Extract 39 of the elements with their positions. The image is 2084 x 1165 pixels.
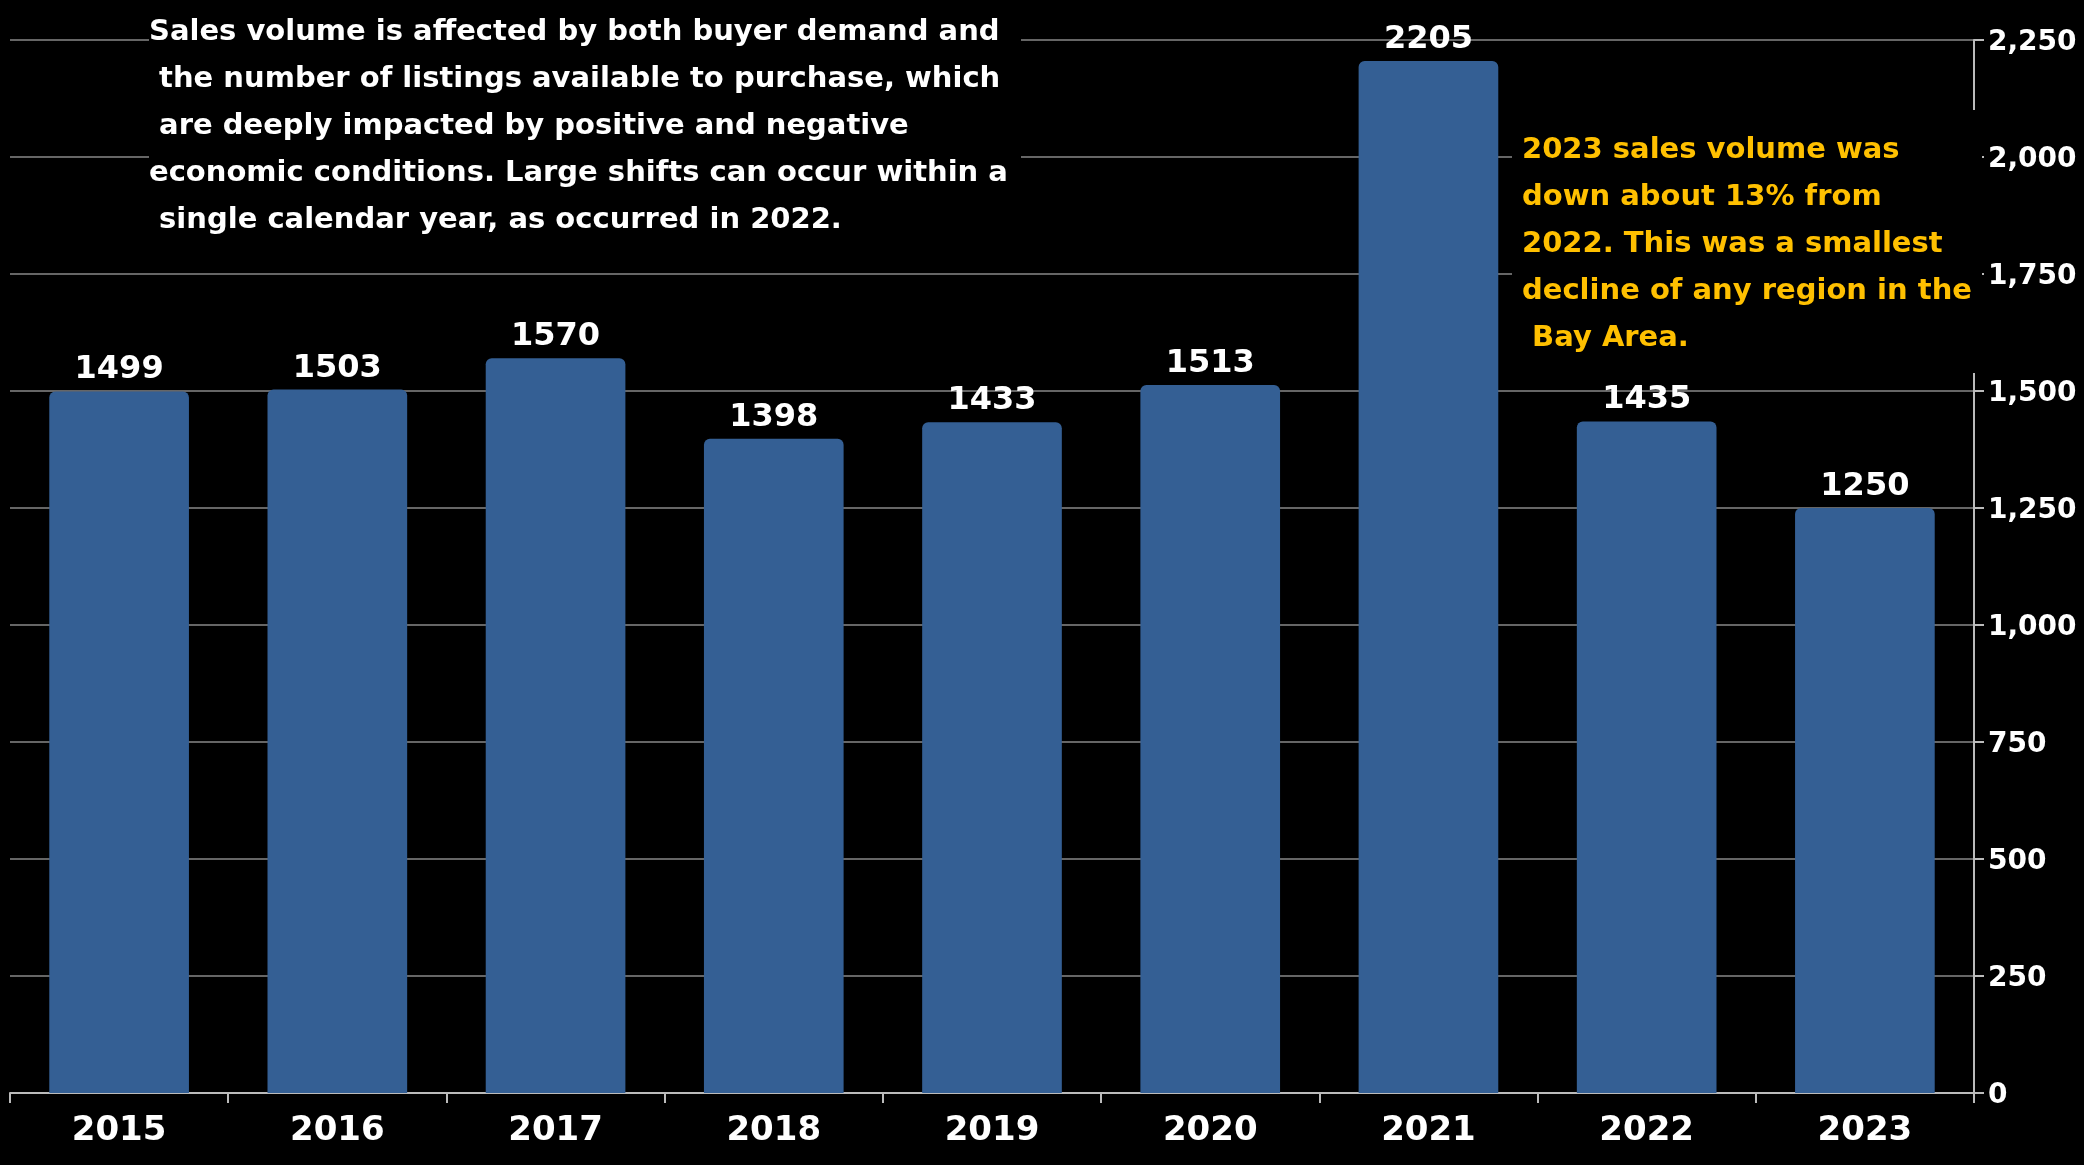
x-tick-label: 2015 — [71, 1108, 167, 1148]
x-tick-label: 2020 — [1162, 1108, 1258, 1148]
data-label: 1398 — [729, 395, 819, 434]
y-tick-label: 1,750 — [1988, 257, 2077, 291]
bar — [1795, 508, 1935, 1093]
bar — [49, 391, 189, 1093]
x-tick-label: 2017 — [508, 1108, 603, 1148]
x-tick-label: 2016 — [290, 1108, 385, 1148]
bar — [1358, 61, 1499, 1093]
y-tick-label: 500 — [1988, 842, 2047, 876]
y-tick-label: 250 — [1988, 959, 2047, 993]
y-tick-label: 0 — [1988, 1076, 2008, 1110]
bar — [485, 358, 626, 1093]
x-tick-label: 2019 — [944, 1108, 1040, 1148]
x-tick-label: 2018 — [726, 1108, 822, 1148]
annotation: 2023 sales volume was down about 13% from 2022. This was a smallest decline of any region in the Bay Area. — [1522, 130, 1972, 353]
y-tick-label: 750 — [1988, 725, 2047, 759]
y-tick-label: 2,250 — [1988, 23, 2077, 57]
bar — [922, 422, 1062, 1093]
x-tick-label: 2022 — [1599, 1108, 1694, 1148]
bar — [703, 438, 844, 1093]
x-tick-label: 2021 — [1381, 1108, 1476, 1148]
annotation: Sales volume is affected by both buyer demand and the number of listings available to purchase, which are deeply impacted by positive and negative economic conditions. Large shifts can occur within a single calendar year, as occurred in 2022. — [149, 12, 1008, 235]
data-label: 1250 — [1820, 465, 1910, 503]
y-tick-label: 1,500 — [1988, 374, 2077, 408]
data-label: 2205 — [1383, 18, 1473, 57]
y-tick-label: 2,000 — [1988, 140, 2077, 174]
data-label: 1570 — [511, 315, 601, 354]
bar — [1140, 384, 1281, 1093]
y-tick-label: 1,000 — [1988, 608, 2077, 642]
data-label: 1499 — [74, 348, 164, 387]
bar — [267, 389, 408, 1093]
bar — [1576, 421, 1717, 1093]
data-label: 1513 — [1165, 341, 1255, 380]
y-tick-label: 1,250 — [1988, 491, 2077, 525]
data-label: 1503 — [292, 346, 382, 385]
x-tick-label: 2023 — [1817, 1108, 1913, 1148]
data-label: 1433 — [947, 379, 1037, 418]
data-label: 1435 — [1602, 378, 1692, 417]
